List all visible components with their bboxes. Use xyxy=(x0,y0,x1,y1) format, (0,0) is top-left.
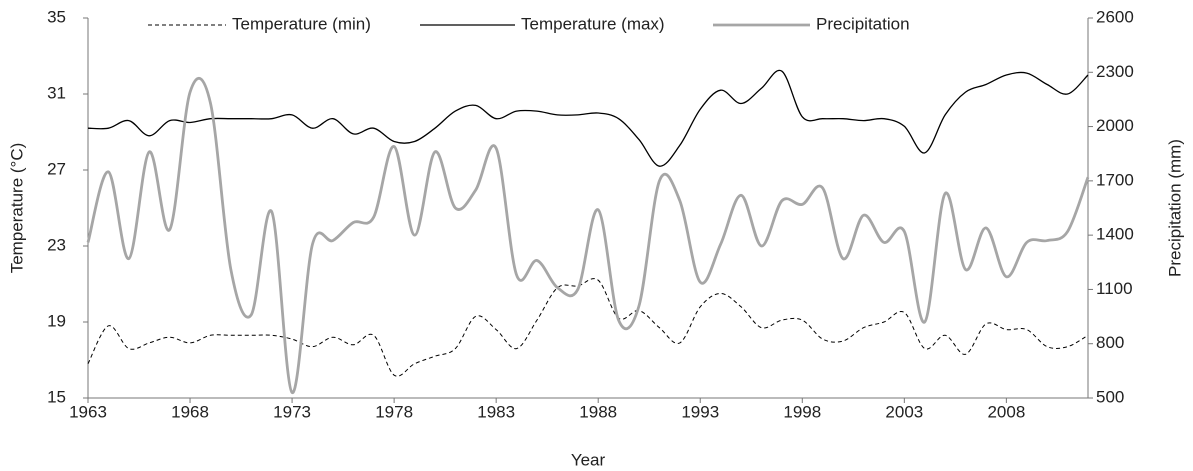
y2-tick-label: 1400 xyxy=(1096,225,1134,244)
x-axis-title: Year xyxy=(571,450,606,469)
x-tick-label: 1973 xyxy=(273,402,311,421)
y2-tick-label: 2600 xyxy=(1096,7,1134,26)
x-tick-label: 1963 xyxy=(69,402,107,421)
y2-axis-title: Precipitation (mm) xyxy=(1165,139,1184,277)
y-tick-label: 15 xyxy=(47,387,66,406)
x-tick-label: 1998 xyxy=(783,402,821,421)
y2-tick-label: 2000 xyxy=(1096,116,1134,135)
legend-label: Temperature (max) xyxy=(521,14,665,33)
x-tick-label: 2008 xyxy=(987,402,1025,421)
y-tick-label: 27 xyxy=(47,159,66,178)
x-tick-label: 1993 xyxy=(681,402,719,421)
series-line xyxy=(87,69,1089,167)
series-line xyxy=(87,278,1089,377)
y2-tick-label: 2300 xyxy=(1096,62,1134,81)
y-tick-label: 19 xyxy=(47,311,66,330)
y2-tick-label: 800 xyxy=(1096,333,1124,352)
y-tick-label: 35 xyxy=(47,7,66,26)
x-tick-label: 2003 xyxy=(885,402,923,421)
y-tick-label: 23 xyxy=(47,235,66,254)
y2-tick-label: 1100 xyxy=(1096,279,1133,298)
y2-tick-label: 1700 xyxy=(1096,170,1134,189)
y2-tick-label: 500 xyxy=(1096,387,1124,406)
legend-label: Temperature (min) xyxy=(232,14,371,33)
x-tick-label: 1983 xyxy=(477,402,515,421)
x-tick-label: 1988 xyxy=(579,402,617,421)
legend-label: Precipitation xyxy=(816,14,910,33)
y-axis-title: Temperature (°C) xyxy=(7,143,26,274)
x-tick-label: 1968 xyxy=(171,402,209,421)
x-tick-label: 1978 xyxy=(375,402,413,421)
y-tick-label: 31 xyxy=(47,83,66,102)
series-line xyxy=(86,77,1090,394)
